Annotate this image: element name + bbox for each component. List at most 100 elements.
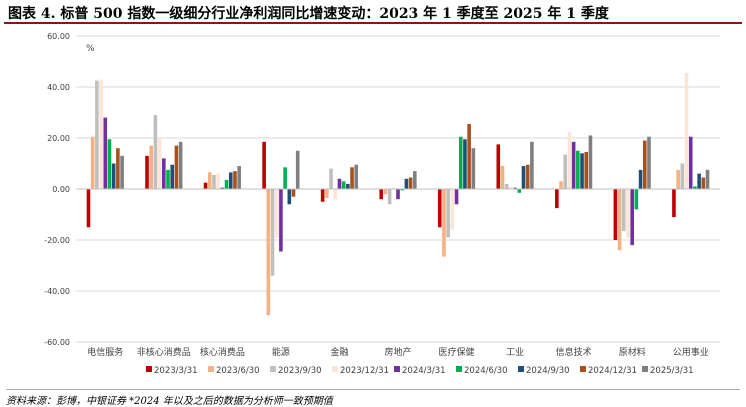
chart-title: 图表 4. 标普 500 指数一级细分行业净利润同比增速变动：2023 年 1 …: [8, 6, 609, 22]
x-tick-labels: 电信服务 非核心消费品 核心消费品 能源 金融 房地产 医疗保健 工业 信息技术 原材料 公用事业: [87, 346, 708, 358]
legend-label: 2023/9/30: [278, 366, 322, 376]
bar: [325, 189, 329, 198]
bar: [626, 189, 630, 238]
bar: [237, 166, 241, 189]
bar: [413, 171, 417, 189]
legend-swatch: [394, 366, 400, 372]
legend-label: 2024/6/30: [464, 366, 508, 376]
bar: [224, 180, 229, 189]
legend-label: 2025/3/31: [650, 366, 694, 376]
x-tick-label: 原材料: [619, 346, 646, 358]
bar: [404, 178, 409, 189]
legend-label: 2024/3/31: [402, 366, 446, 376]
legend: 2023/3/31 2023/6/30 2023/9/30 2023/12/31 202…: [146, 366, 694, 376]
legend-swatch: [642, 366, 648, 372]
bar: [233, 171, 237, 189]
y-tick-label: -40.00: [44, 287, 70, 296]
x-tick-label: 医疗保健: [438, 346, 474, 358]
bar: [283, 167, 287, 189]
y-tick-labels: 60.00 40.00 20.00 0.00 -20.00 -40.00 -60.00: [44, 32, 70, 347]
source-note: 资料来源：彭博，中银证券 *2024 年以及之后的数据为分析师一致预期值: [6, 389, 740, 407]
bar: [341, 181, 346, 189]
bar: [166, 169, 170, 190]
legend-label: 2023/3/31: [154, 366, 198, 376]
x-tick-label: 核心消费品: [200, 346, 245, 358]
bar: [693, 186, 697, 189]
bar: [647, 136, 651, 189]
bar: [471, 148, 476, 189]
bar: [103, 117, 108, 189]
bar: [99, 79, 103, 189]
bar: [688, 136, 693, 189]
legend-label: 2023/6/30: [216, 366, 260, 376]
bar: [212, 174, 216, 189]
bar: [642, 140, 647, 189]
legend-label: 2024/12/31: [588, 366, 637, 376]
bar: [621, 189, 626, 232]
legend-swatch: [208, 366, 214, 372]
x-tick-label: 信息技术: [556, 346, 592, 358]
bar: [571, 141, 576, 189]
bar: [584, 152, 589, 189]
bar: [496, 144, 501, 190]
bar: [291, 189, 296, 197]
bar: [617, 189, 622, 251]
x-tick-label: 房地产: [384, 346, 411, 358]
x-tick-label: 公用事业: [673, 346, 709, 358]
bar: [446, 189, 450, 238]
bar: [463, 139, 467, 189]
bar: [613, 189, 618, 240]
bar: [174, 145, 179, 189]
bar: [513, 187, 517, 189]
bar: [500, 166, 505, 189]
legend-swatch: [332, 366, 338, 372]
bar: [333, 189, 338, 200]
bar: [576, 150, 580, 189]
bar: [274, 189, 279, 238]
bar: [379, 189, 383, 200]
bar: [354, 164, 359, 189]
bar: [153, 115, 158, 189]
bar: [383, 189, 388, 195]
bar: [396, 189, 400, 200]
bar: [350, 167, 354, 189]
bar: [437, 189, 442, 228]
bar: [266, 189, 271, 316]
bar: [408, 177, 413, 189]
bar: [454, 189, 459, 205]
bar: [450, 189, 455, 230]
bar: [680, 163, 685, 189]
bar: [107, 139, 112, 189]
bar: [95, 80, 99, 190]
bar: [120, 155, 124, 189]
bar: [203, 182, 208, 190]
y-tick-label: 60.00: [47, 32, 70, 41]
y-tick-label: 20.00: [47, 134, 70, 143]
bar: [86, 189, 91, 228]
bar: [467, 123, 471, 189]
legend-swatch: [146, 366, 152, 372]
bar: [400, 189, 404, 191]
bar: [638, 169, 643, 190]
y-tick-label: -20.00: [44, 236, 70, 245]
bar: [559, 181, 563, 189]
bar: [392, 187, 396, 189]
bar: [279, 189, 283, 252]
bar: [567, 131, 572, 190]
bar: [555, 189, 559, 209]
bar: [346, 183, 350, 189]
bar: [442, 189, 446, 257]
legend-swatch: [518, 366, 524, 372]
legend-label: 2023/12/31: [340, 366, 389, 376]
legend-swatch: [270, 366, 276, 372]
y-tick-label: 40.00: [47, 83, 70, 92]
x-tick-label: 工业: [506, 347, 524, 358]
bar: [525, 164, 530, 189]
bar: [521, 166, 526, 189]
bar: [630, 189, 634, 246]
bar: [684, 72, 689, 190]
x-tick-label: 非核心消费品: [137, 346, 191, 358]
bar: [145, 155, 149, 189]
bar: [580, 153, 584, 189]
bar: [588, 135, 593, 189]
